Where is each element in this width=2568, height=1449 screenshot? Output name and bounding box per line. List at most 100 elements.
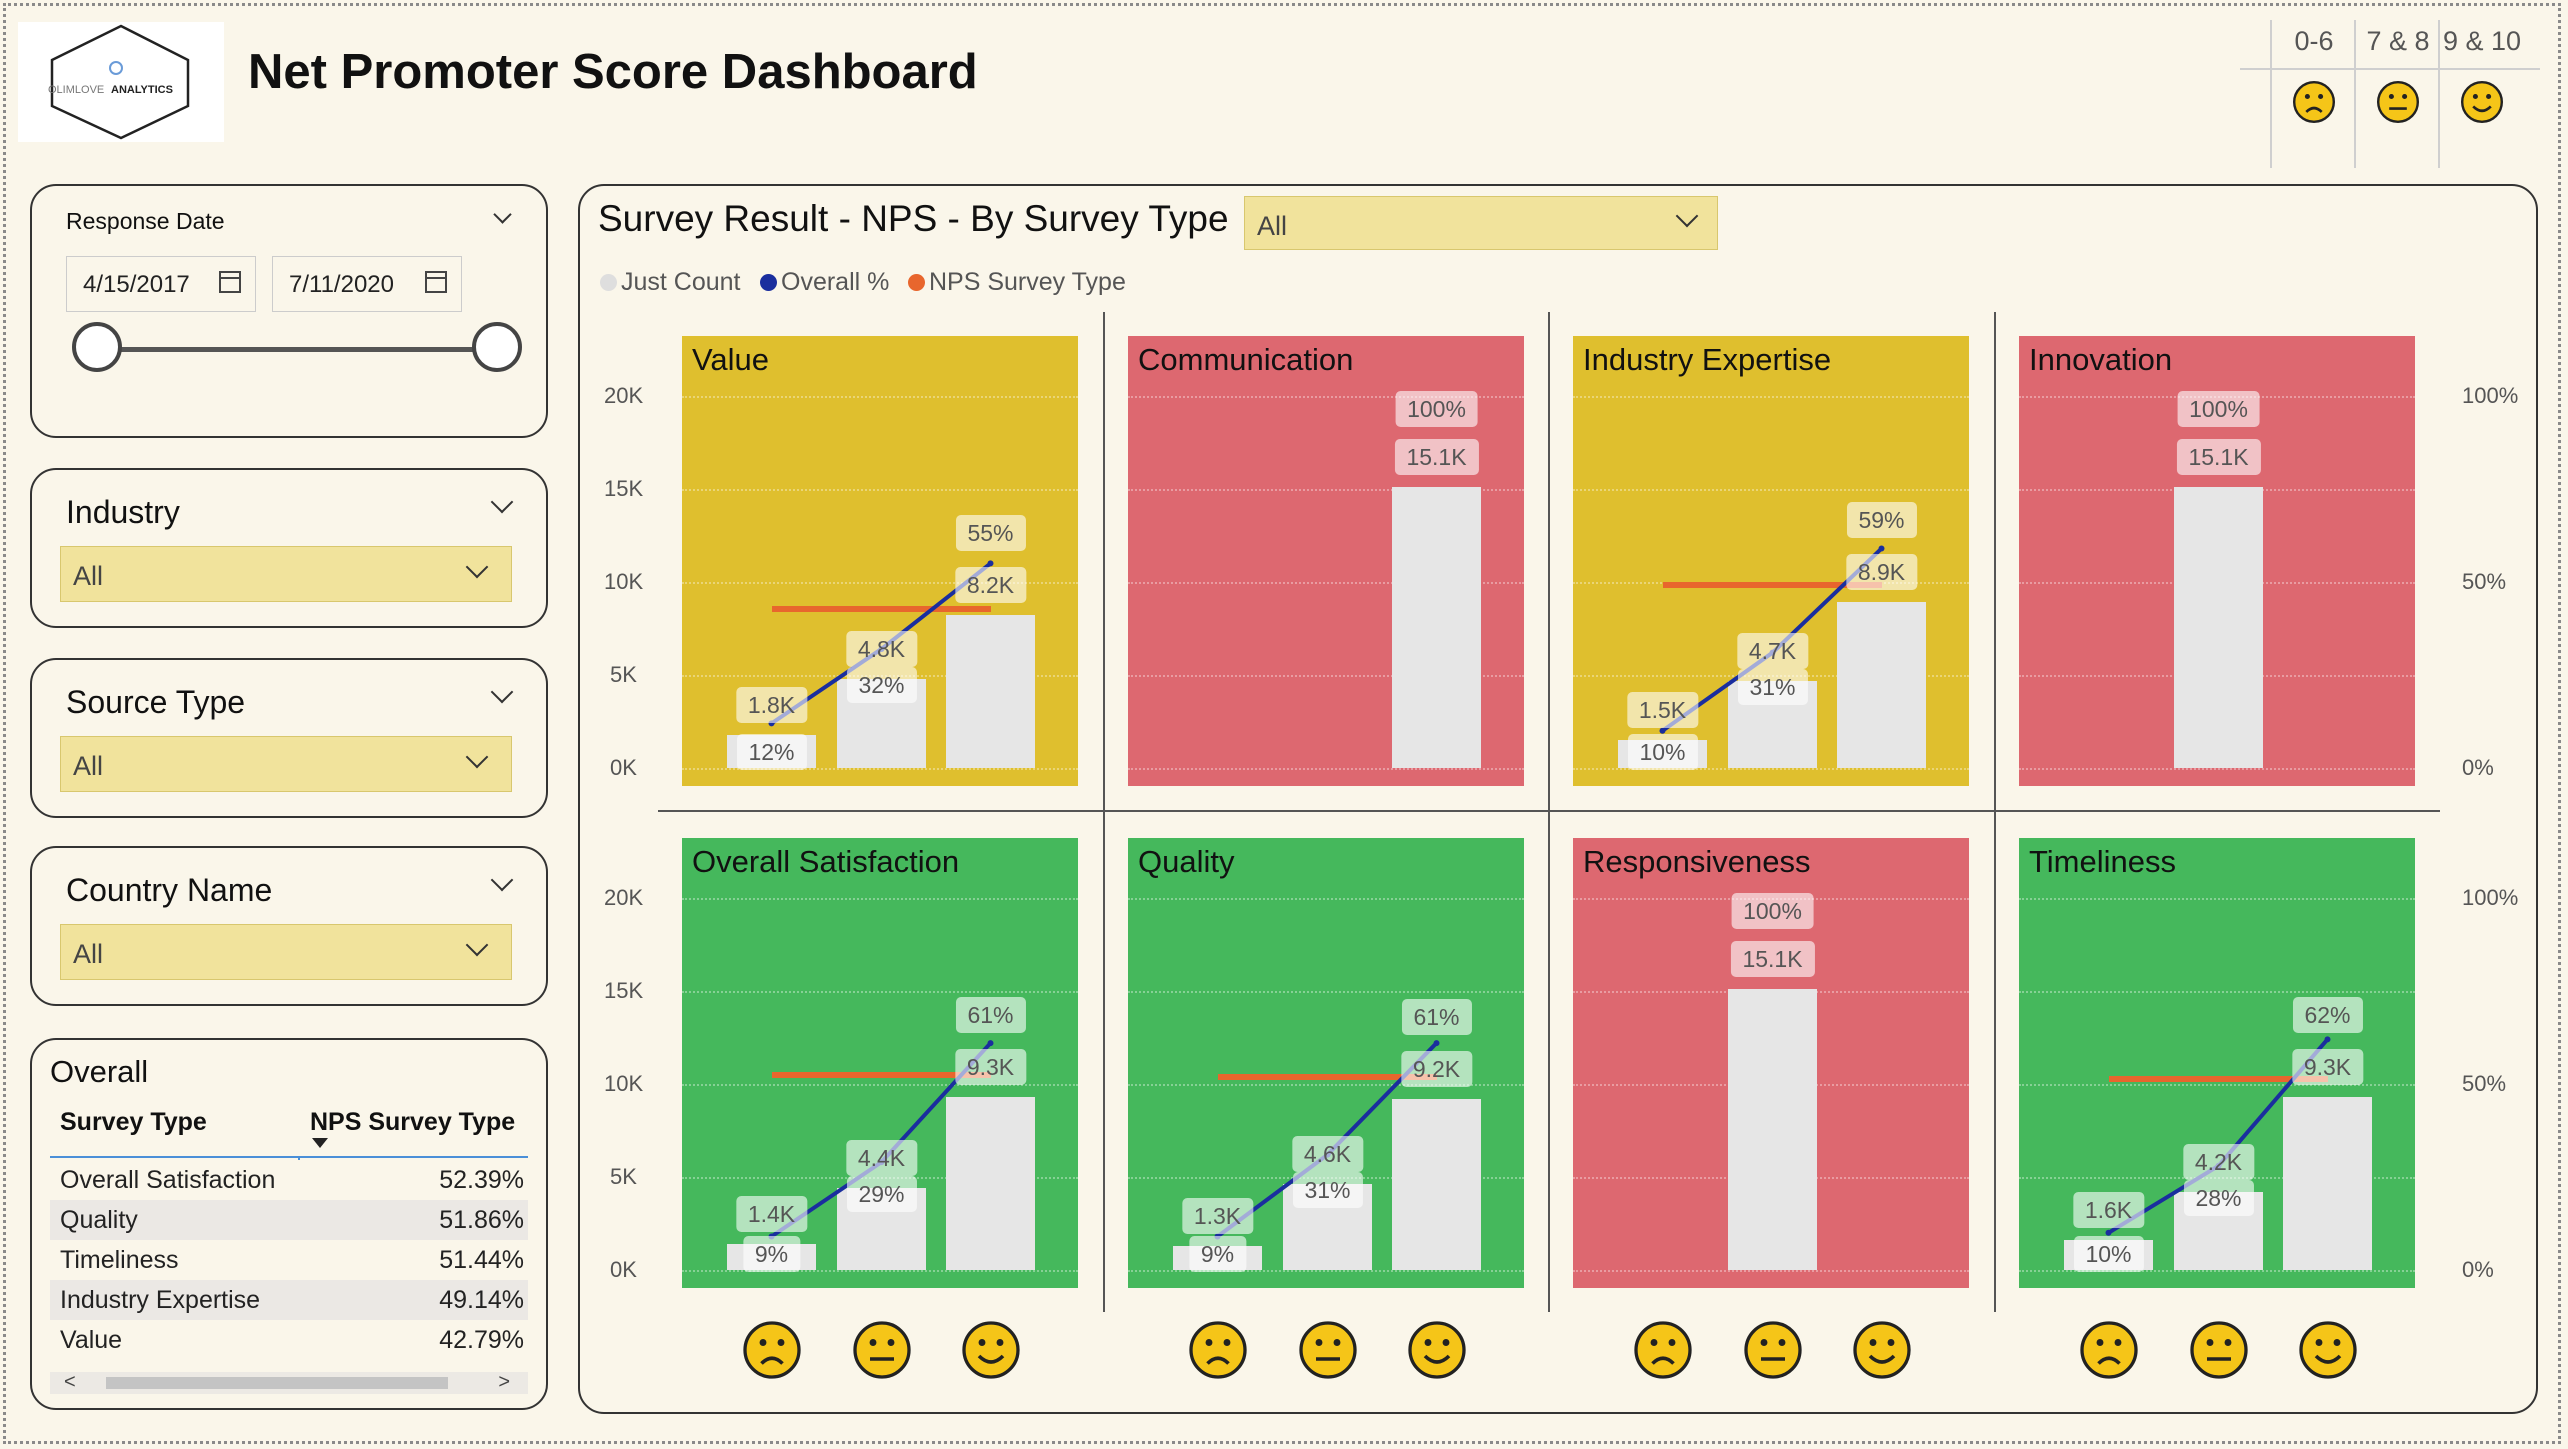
pct-data-label: 61%: [955, 997, 1026, 1034]
scroll-right-icon[interactable]: >: [498, 1371, 510, 1393]
bar-78[interactable]: [2174, 487, 2263, 768]
count-data-label: 4.2K: [2182, 1143, 2255, 1180]
legend-label: Overall %: [781, 268, 890, 296]
chevron-down-icon: [465, 745, 489, 769]
sad-face-icon: [742, 1320, 802, 1385]
chevron-down-icon[interactable]: [493, 205, 512, 224]
logo-text-bold: ANALYTICS: [111, 84, 173, 96]
pct-data-label: 10%: [1627, 734, 1698, 770]
table-row[interactable]: Overall Satisfaction 52.39%: [50, 1160, 528, 1200]
y2-axis-tick: 50%: [2462, 569, 2507, 594]
bar-910[interactable]: [946, 615, 1035, 768]
y-axis-tick: 0K: [610, 755, 637, 780]
bar-78[interactable]: [1728, 989, 1817, 1270]
happy-face-icon: [2460, 80, 2504, 129]
table-row[interactable]: Quality 51.86%: [50, 1200, 528, 1240]
overall-pct-point[interactable]: [1433, 1040, 1440, 1047]
legend-overall-pct[interactable]: Overall %: [760, 268, 889, 297]
count-data-label: 15.1K: [1730, 941, 1815, 978]
calendar-icon[interactable]: [219, 271, 241, 293]
chevron-down-icon[interactable]: [490, 868, 514, 892]
scrollbar-thumb[interactable]: [106, 1377, 448, 1389]
company-logo: OLIMLOVE ANALYTICS: [18, 22, 224, 142]
neutral-face-icon: [852, 1320, 912, 1385]
table-header-divider: [50, 1156, 528, 1158]
gridline: [1573, 489, 1969, 491]
end-date-input[interactable]: 7/11/2020: [272, 256, 462, 312]
dropdown-value: All: [73, 751, 104, 781]
panel-innovation[interactable]: Innovation 15.1K 100%: [2019, 336, 2415, 786]
industry-dropdown[interactable]: All: [60, 546, 512, 602]
chevron-down-icon[interactable]: [490, 490, 514, 514]
dropdown-value: All: [73, 939, 104, 969]
happy-face-icon: [1407, 1320, 1467, 1385]
row-name: Overall Satisfaction: [60, 1166, 276, 1194]
panel-responsiveness[interactable]: Responsiveness 15.1K 100%: [1573, 838, 1969, 1288]
chevron-down-icon: [1675, 204, 1699, 228]
legend-just-count[interactable]: Just Count: [600, 268, 741, 297]
overall-pct-point[interactable]: [987, 560, 994, 567]
panel-value[interactable]: Value 1.8K 12% 4.8K 32% 8.2K 55%: [682, 336, 1078, 786]
pct-data-label: 100%: [1731, 893, 1814, 930]
legend-nps-survey-type[interactable]: NPS Survey Type: [908, 268, 1126, 297]
bar-910[interactable]: [1392, 487, 1481, 768]
overall-pct-point[interactable]: [1878, 545, 1885, 552]
overall-pct-point[interactable]: [2324, 1036, 2331, 1043]
page-title: Net Promoter Score Dashboard: [248, 45, 978, 99]
pct-data-label: 31%: [1737, 668, 1808, 705]
country-name-dropdown[interactable]: All: [60, 924, 512, 980]
horizontal-scrollbar[interactable]: < >: [50, 1371, 528, 1394]
bar-910[interactable]: [2283, 1097, 2372, 1270]
industry-slicer: Industry All: [30, 468, 548, 628]
sad-face-icon: [2292, 80, 2336, 129]
panel-overall-satisfaction[interactable]: Overall Satisfaction 1.4K 9% 4.4K 29% 9.3K 61%: [682, 838, 1078, 1288]
column-header-nps-survey-type[interactable]: NPS Survey Type: [310, 1108, 516, 1136]
bar-910[interactable]: [1392, 1098, 1481, 1270]
bar-910[interactable]: [946, 1097, 1035, 1270]
chevron-down-icon[interactable]: [490, 680, 514, 704]
count-data-label: 15.1K: [2176, 439, 2261, 476]
table-row[interactable]: Industry Expertise 49.14%: [50, 1280, 528, 1320]
neutral-face-icon: [1743, 1320, 1803, 1385]
overall-pct-point[interactable]: [1659, 727, 1666, 734]
pct-data-label: 10%: [2073, 1236, 2144, 1272]
survey-type-filter-dropdown[interactable]: All: [1244, 196, 1718, 250]
column-header-survey-type[interactable]: Survey Type: [60, 1108, 207, 1136]
y2-axis-tick: 100%: [2462, 383, 2519, 408]
date-range-start-handle[interactable]: [72, 322, 122, 372]
sort-desc-icon[interactable]: [312, 1138, 328, 1148]
row-value: 51.86%: [439, 1206, 524, 1234]
overall-pct-point[interactable]: [987, 1040, 994, 1047]
panel-timeliness[interactable]: Timeliness 1.6K 10% 4.2K 28% 9.3K 62%: [2019, 838, 2415, 1288]
logo-text-light: OLIMLOVE: [48, 84, 104, 96]
neutral-face-icon: [1298, 1320, 1358, 1385]
scroll-left-icon[interactable]: <: [64, 1371, 76, 1393]
date-range-track[interactable]: [92, 347, 488, 352]
gridline: [682, 489, 1078, 491]
score-legend-passives: 7 & 8: [2354, 20, 2440, 168]
overall-pct-point[interactable]: [2105, 1229, 2112, 1236]
neutral-face-icon: [2376, 80, 2420, 129]
gridline: [1573, 1270, 1969, 1272]
gridline: [1128, 489, 1524, 491]
date-range-end-handle[interactable]: [472, 322, 522, 372]
legend-label: NPS Survey Type: [929, 268, 1126, 296]
source-type-dropdown[interactable]: All: [60, 736, 512, 792]
gridline: [682, 768, 1078, 770]
source-type-slicer: Source Type All: [30, 658, 548, 818]
gridline: [2019, 1084, 2415, 1086]
gridline: [1573, 768, 1969, 770]
nps-reference-line: [2108, 1075, 2328, 1082]
panel-quality[interactable]: Quality 1.3K 9% 4.6K 31% 9.2K 61%: [1128, 838, 1524, 1288]
calendar-icon[interactable]: [425, 271, 447, 293]
start-date-input[interactable]: 4/15/2017: [66, 256, 256, 312]
bar-910[interactable]: [1837, 602, 1926, 768]
row-value: 42.79%: [439, 1326, 524, 1354]
panel-industry-expertise[interactable]: Industry Expertise 1.5K 10% 4.7K 31% 8.9K 59%: [1573, 336, 1969, 786]
panel-communication[interactable]: Communication 15.1K 100%: [1128, 336, 1524, 786]
table-row[interactable]: Value 42.79%: [50, 1320, 528, 1360]
sad-face-icon: [1188, 1320, 1248, 1385]
score-legend-label: 0-6: [2294, 26, 2334, 56]
table-row[interactable]: Timeliness 51.44%: [50, 1240, 528, 1280]
slicer-title: Response Date: [66, 208, 225, 234]
